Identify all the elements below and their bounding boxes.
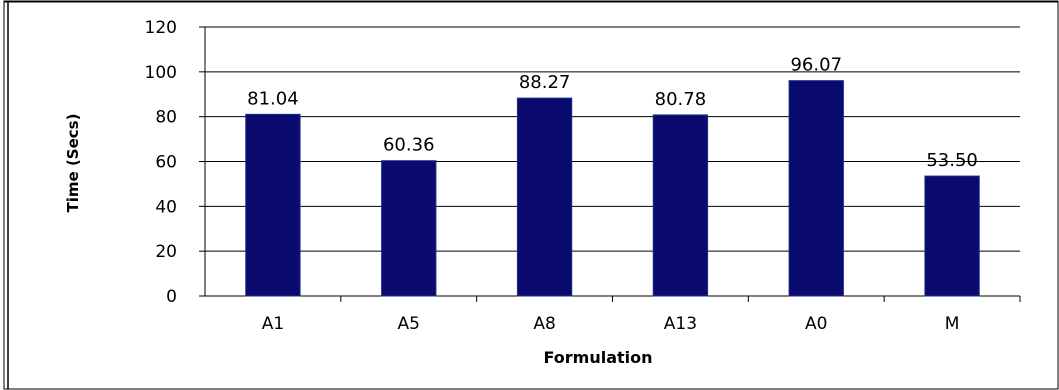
data-label-a8: 88.27 <box>519 72 571 93</box>
x-tick-label-m: M <box>945 314 960 334</box>
y-tick-label: 60 <box>155 153 177 173</box>
y-tick-labels: 0 20 40 60 80 100 120 <box>145 18 177 307</box>
x-tick-label-a5: A5 <box>398 314 420 334</box>
bar-a8 <box>516 97 573 297</box>
data-labels: 81.04 60.36 88.27 80.78 96.07 53.50 <box>247 55 978 171</box>
data-label-a13: 80.78 <box>655 89 707 110</box>
x-axis-title: Formulation <box>543 348 652 367</box>
y-tick-label: 0 <box>166 287 177 307</box>
y-tick-label: 40 <box>155 197 177 217</box>
data-label-a0: 96.07 <box>790 55 842 76</box>
bar-a5 <box>381 160 437 297</box>
data-label-a5: 60.36 <box>383 135 435 156</box>
bar-a13 <box>652 114 709 297</box>
y-tick-label: 120 <box>145 18 177 38</box>
y-tick-label: 100 <box>145 63 177 83</box>
x-tick-labels: A1 A5 A8 A13 A0 M <box>262 314 960 334</box>
data-label-a1: 81.04 <box>247 88 299 109</box>
y-axis-title: Time (Secs) <box>64 114 82 213</box>
x-tick-label-a13: A13 <box>664 314 697 334</box>
x-tick-label-a0: A0 <box>805 314 827 334</box>
axes <box>199 26 1021 302</box>
x-tick-label-a8: A8 <box>533 314 555 334</box>
bar-a0 <box>788 80 844 297</box>
bars <box>245 80 980 297</box>
y-tick-label: 20 <box>155 242 177 262</box>
bar-a1 <box>245 113 301 297</box>
x-tick-label-a1: A1 <box>262 314 284 334</box>
data-label-m: 53.50 <box>926 150 978 171</box>
bar-m <box>924 175 980 297</box>
y-tick-label: 80 <box>155 108 177 128</box>
gridlines <box>205 26 1020 252</box>
